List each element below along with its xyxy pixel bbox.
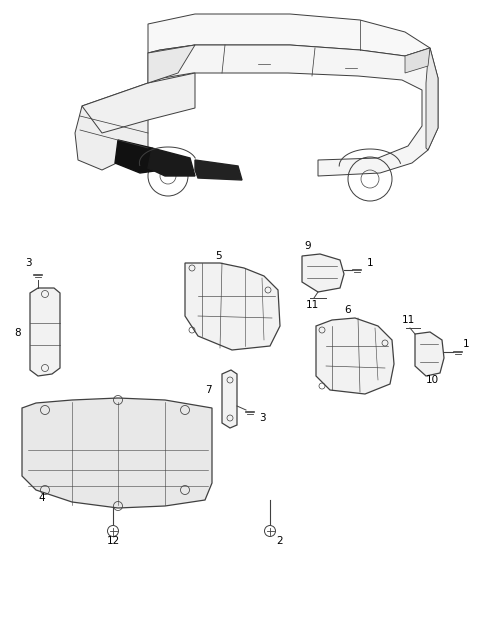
Text: 11: 11: [401, 315, 415, 325]
Text: 1: 1: [463, 339, 469, 349]
Text: 2: 2: [276, 536, 283, 546]
Text: 7: 7: [204, 385, 211, 395]
Text: 9: 9: [305, 241, 312, 251]
Polygon shape: [195, 160, 242, 180]
Polygon shape: [75, 83, 148, 170]
Polygon shape: [302, 254, 344, 292]
Text: 6: 6: [345, 305, 351, 315]
Text: 4: 4: [39, 493, 45, 503]
Polygon shape: [148, 45, 438, 176]
Polygon shape: [22, 398, 212, 508]
Text: 12: 12: [107, 536, 120, 546]
Polygon shape: [185, 263, 280, 350]
Polygon shape: [222, 370, 237, 428]
Text: 10: 10: [425, 375, 439, 385]
Polygon shape: [82, 73, 195, 133]
Polygon shape: [426, 48, 438, 150]
Text: 3: 3: [24, 258, 31, 268]
Text: 11: 11: [305, 300, 319, 310]
Text: 5: 5: [215, 251, 221, 261]
Polygon shape: [148, 148, 195, 176]
Polygon shape: [148, 45, 195, 83]
Polygon shape: [415, 332, 444, 376]
Text: 3: 3: [259, 413, 265, 423]
Polygon shape: [316, 318, 394, 394]
Polygon shape: [30, 288, 60, 376]
Polygon shape: [115, 140, 162, 173]
Polygon shape: [148, 14, 430, 56]
Polygon shape: [405, 48, 430, 73]
Text: 8: 8: [15, 328, 21, 338]
Text: 1: 1: [367, 258, 373, 268]
